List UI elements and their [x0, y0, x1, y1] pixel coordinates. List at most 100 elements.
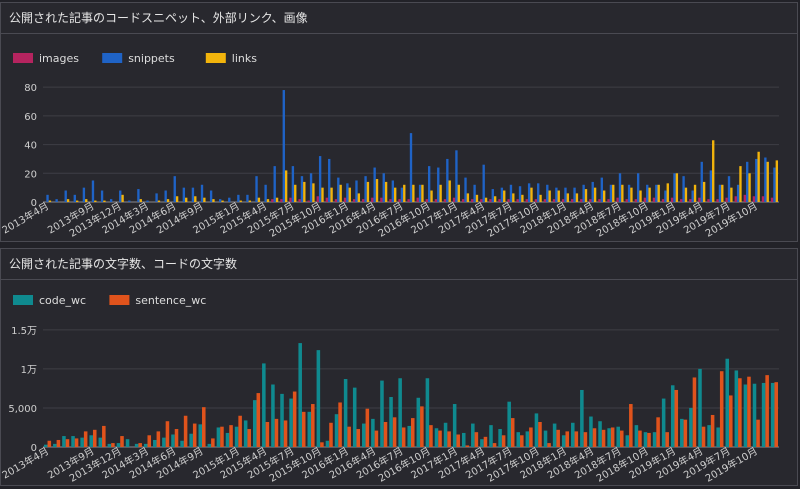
bar-code_wc[interactable] [643, 432, 648, 447]
bar-code_wc[interactable] [498, 429, 502, 447]
bar-links[interactable] [221, 200, 224, 202]
bar-snippets[interactable] [455, 150, 458, 202]
bar-code_wc[interactable] [362, 423, 366, 447]
bar-code_wc[interactable] [552, 423, 557, 447]
bar-links[interactable] [657, 184, 660, 202]
bar-links[interactable] [430, 190, 433, 202]
bar-snippets[interactable] [182, 187, 186, 202]
bar-links[interactable] [421, 184, 424, 202]
bar-links[interactable] [739, 166, 742, 202]
bar-snippets[interactable] [564, 187, 567, 202]
bar-code_wc[interactable] [416, 397, 421, 447]
bar-snippets[interactable] [255, 176, 258, 202]
bar-code_wc[interactable] [343, 379, 348, 447]
bar-code_wc[interactable] [307, 411, 312, 447]
bar-code_wc[interactable] [516, 432, 521, 447]
bar-code_wc[interactable] [580, 389, 584, 447]
bar-code_wc[interactable] [380, 380, 384, 447]
bar-sentence_wc[interactable] [156, 431, 161, 448]
bar-snippets[interactable] [318, 156, 322, 202]
bar-sentence_wc[interactable] [383, 422, 388, 447]
bar-code_wc[interactable] [116, 443, 121, 447]
bar-snippets[interactable] [618, 173, 622, 202]
bar-code_wc[interactable] [461, 432, 466, 447]
bar-sentence_wc[interactable] [510, 418, 515, 447]
bar-snippets[interactable] [246, 194, 249, 202]
bar-sentence_wc[interactable] [374, 430, 379, 447]
bar-sentence_wc[interactable] [665, 432, 669, 447]
bar-snippets[interactable] [509, 184, 513, 202]
bar-sentence_wc[interactable] [238, 415, 242, 447]
bar-images[interactable] [707, 199, 710, 202]
bar-code_wc[interactable] [289, 398, 293, 447]
bar-code_wc[interactable] [80, 437, 84, 448]
bar-links[interactable] [339, 184, 342, 202]
bar-sentence_wc[interactable] [365, 408, 370, 447]
bar-images[interactable] [616, 197, 619, 202]
bar-snippets[interactable] [46, 194, 49, 202]
bar-images[interactable] [425, 199, 428, 202]
legend-item-sentence_wc[interactable]: sentence_wc [109, 294, 206, 307]
bar-snippets[interactable] [155, 193, 158, 202]
bar-sentence_wc[interactable] [229, 425, 233, 448]
bar-images[interactable] [698, 197, 701, 202]
bar-images[interactable] [416, 197, 419, 202]
bar-snippets[interactable] [573, 187, 576, 202]
bar-sentence_wc[interactable] [311, 404, 315, 447]
bar-images[interactable] [434, 199, 438, 202]
bar-sentence_wc[interactable] [65, 439, 70, 447]
bar-links[interactable] [493, 196, 497, 202]
bar-links[interactable] [303, 181, 306, 202]
bar-snippets[interactable] [328, 158, 331, 202]
bar-links[interactable] [548, 190, 551, 202]
bar-sentence_wc[interactable] [565, 431, 570, 448]
bar-code_wc[interactable] [434, 428, 439, 447]
bar-sentence_wc[interactable] [610, 427, 615, 447]
bar-code_wc[interactable] [352, 387, 357, 448]
bar-links[interactable] [412, 184, 415, 202]
bar-code_wc[interactable] [44, 444, 48, 447]
bar-sentence_wc[interactable] [501, 435, 506, 447]
bar-snippets[interactable] [391, 180, 395, 202]
bar-snippets[interactable] [427, 166, 431, 202]
bar-code_wc[interactable] [216, 427, 221, 447]
bar-snippets[interactable] [219, 199, 222, 202]
bar-code_wc[interactable] [680, 418, 684, 448]
bar-links[interactable] [366, 181, 370, 202]
bar-images[interactable] [752, 196, 756, 202]
bar-images[interactable] [552, 199, 556, 202]
bar-code_wc[interactable] [252, 400, 257, 448]
bar-sentence_wc[interactable] [83, 431, 88, 448]
bar-images[interactable] [652, 197, 656, 202]
bar-links[interactable] [239, 200, 242, 202]
bar-sentence_wc[interactable] [292, 391, 297, 447]
bar-sentence_wc[interactable] [701, 426, 706, 447]
bar-images[interactable] [598, 199, 601, 202]
bar-code_wc[interactable] [689, 407, 693, 447]
bar-images[interactable] [643, 197, 647, 202]
bar-images[interactable] [362, 199, 365, 202]
bar-sentence_wc[interactable] [719, 371, 724, 447]
bar-images[interactable] [316, 196, 319, 202]
bar-links[interactable] [766, 161, 769, 202]
bar-sentence_wc[interactable] [265, 422, 270, 447]
bar-snippets[interactable] [137, 189, 140, 202]
bar-sentence_wc[interactable] [338, 402, 342, 447]
bar-code_wc[interactable] [425, 378, 430, 447]
bar-links[interactable] [103, 200, 106, 202]
bar-sentence_wc[interactable] [220, 426, 224, 447]
bar-links[interactable] [457, 184, 460, 202]
bar-code_wc[interactable] [62, 436, 66, 447]
bar-sentence_wc[interactable] [492, 443, 497, 447]
bar-images[interactable] [334, 199, 338, 202]
bar-links[interactable] [394, 187, 397, 202]
bar-links[interactable] [266, 199, 270, 202]
bar-sentence_wc[interactable] [438, 430, 442, 447]
bar-code_wc[interactable] [398, 378, 402, 447]
bar-images[interactable] [725, 197, 728, 202]
bar-sentence_wc[interactable] [56, 439, 61, 447]
bar-code_wc[interactable] [262, 363, 266, 447]
bar-snippets[interactable] [664, 190, 667, 202]
bar-code_wc[interactable] [752, 383, 757, 447]
bar-code_wc[interactable] [652, 432, 657, 447]
